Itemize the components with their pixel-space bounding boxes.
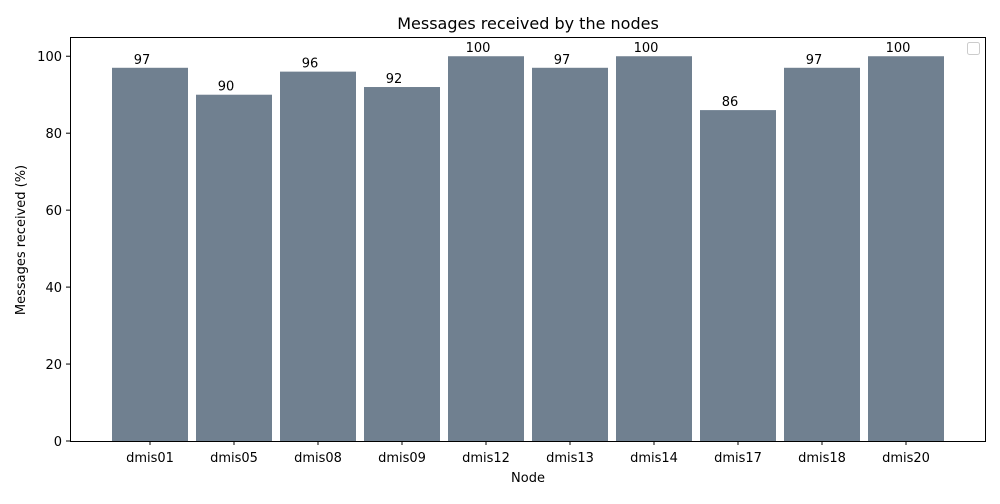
y-tick-label-0: 0 <box>54 435 62 450</box>
x-tick-label-dmis01: dmis01 <box>126 451 174 466</box>
x-axis: dmis01 dmis05 dmis08 dmis09 dmis12 dmis13 dmis… <box>126 441 930 466</box>
y-tick-label-60: 60 <box>45 204 62 219</box>
bar-dmis17 <box>700 110 776 441</box>
bar-dmis20 <box>868 56 944 441</box>
y-axis-title: Messages received (%) <box>14 165 29 315</box>
x-tick-label-dmis08: dmis08 <box>294 451 342 466</box>
x-axis-title: Node <box>511 471 545 486</box>
data-labels-group: 97 90 96 92 100 97 100 86 97 100 <box>134 41 911 110</box>
bar-dmis18 <box>784 67 860 442</box>
data-label-dmis09: 92 <box>386 72 403 87</box>
y-tick-label-100: 100 <box>37 50 62 65</box>
data-label-dmis14: 100 <box>634 41 659 56</box>
legend-box <box>967 42 980 55</box>
data-label-dmis17: 86 <box>722 95 739 110</box>
data-label-dmis20: 100 <box>886 41 911 56</box>
bars-group <box>112 56 944 442</box>
data-label-dmis01: 97 <box>134 53 151 68</box>
y-tick-label-20: 20 <box>45 358 62 373</box>
y-axis: 0 20 40 60 80 100 <box>37 50 70 450</box>
data-label-dmis08: 96 <box>302 57 319 72</box>
x-tick-label-dmis18: dmis18 <box>798 451 846 466</box>
y-tick-label-80: 80 <box>45 127 62 142</box>
bar-dmis05 <box>196 94 272 441</box>
bar-dmis08 <box>280 71 356 441</box>
bar-dmis13 <box>532 67 608 442</box>
bar-dmis12 <box>448 56 524 441</box>
x-tick-label-dmis17: dmis17 <box>714 451 762 466</box>
x-tick-label-dmis13: dmis13 <box>546 451 594 466</box>
x-tick-label-dmis12: dmis12 <box>462 451 510 466</box>
x-tick-label-dmis05: dmis05 <box>210 451 258 466</box>
x-tick-label-dmis20: dmis20 <box>882 451 930 466</box>
bar-dmis01 <box>112 67 188 442</box>
bar-dmis09 <box>364 87 440 442</box>
data-label-dmis18: 97 <box>806 53 823 68</box>
x-tick-label-dmis14: dmis14 <box>630 451 678 466</box>
x-tick-label-dmis09: dmis09 <box>378 451 426 466</box>
data-label-dmis05: 90 <box>218 80 235 95</box>
plot-frame <box>70 37 986 442</box>
chart-title: Messages received by the nodes <box>397 14 659 33</box>
bar-dmis14 <box>616 56 692 441</box>
y-tick-label-40: 40 <box>45 281 62 296</box>
data-label-dmis13: 97 <box>554 53 571 68</box>
data-label-dmis12: 100 <box>466 41 491 56</box>
